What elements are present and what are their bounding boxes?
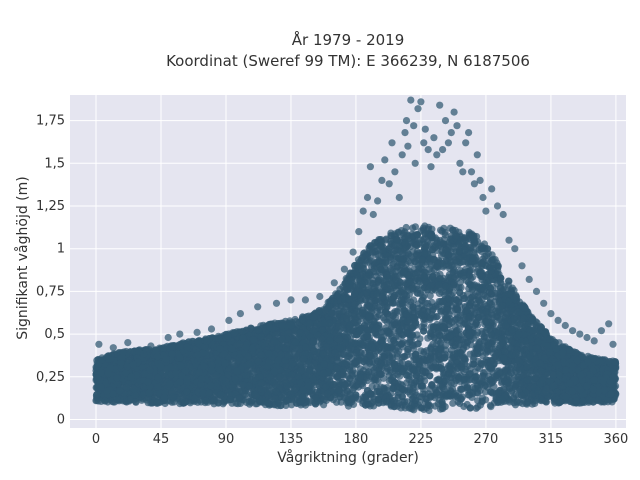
data-point (411, 223, 419, 231)
data-point (475, 297, 483, 305)
data-point (456, 278, 464, 286)
data-points (92, 96, 620, 415)
data-point (476, 401, 484, 409)
data-point (368, 382, 376, 391)
data-point (387, 229, 395, 237)
data-point (406, 390, 414, 399)
